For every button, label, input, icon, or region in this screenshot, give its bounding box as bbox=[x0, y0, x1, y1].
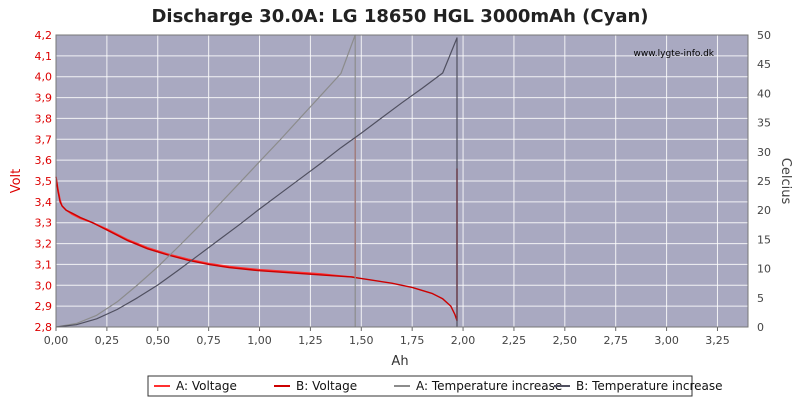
y-tick-label: 2,9 bbox=[35, 300, 53, 313]
x-tick-label: 2,50 bbox=[553, 334, 578, 347]
y2-tick-label: 10 bbox=[757, 263, 771, 276]
y-tick-label: 3,5 bbox=[35, 175, 53, 188]
x-tick-label: 1,25 bbox=[298, 334, 323, 347]
x-tick-label: 1,00 bbox=[247, 334, 272, 347]
series-line-b-voltage bbox=[55, 168, 458, 322]
y-tick-label: 3,4 bbox=[35, 196, 53, 209]
y-tick-label: 3,7 bbox=[35, 133, 53, 146]
y2-tick-label: 40 bbox=[757, 87, 771, 100]
y-axis-label: Volt bbox=[9, 169, 24, 194]
plot-area bbox=[55, 34, 748, 328]
x-tick-label: 2,75 bbox=[603, 334, 628, 347]
y2-tick-label: 30 bbox=[757, 146, 771, 159]
y2-tick-label: 45 bbox=[757, 58, 771, 71]
y2-tick-label: 0 bbox=[757, 321, 764, 334]
legend-item: B: Voltage bbox=[274, 379, 357, 393]
y2-tick-label: 50 bbox=[757, 29, 771, 42]
x-tick-label: 0,75 bbox=[196, 334, 221, 347]
legend-label: A: Temperature increase bbox=[416, 379, 562, 393]
y-tick-label: 3,2 bbox=[35, 238, 53, 251]
chart-title: Discharge 30.0A: LG 18650 HGL 3000mAh (C… bbox=[151, 6, 648, 27]
x-tick-label: 0,00 bbox=[44, 334, 69, 347]
x-tick-label: 2,00 bbox=[451, 334, 476, 347]
legend-item: A: Voltage bbox=[154, 379, 237, 393]
legend-label: B: Voltage bbox=[296, 379, 357, 393]
x-tick-label: 1,50 bbox=[349, 334, 374, 347]
y2-tick-label: 20 bbox=[757, 204, 771, 217]
y-tick-label: 3,8 bbox=[35, 112, 53, 125]
series-line-b-temperature-increase bbox=[55, 37, 458, 328]
x-tick-label: 0,50 bbox=[146, 334, 171, 347]
y-tick-label: 3,9 bbox=[35, 92, 53, 105]
y-tick-label: 4,0 bbox=[35, 71, 53, 84]
y-tick-label: 3,1 bbox=[35, 258, 53, 271]
x-tick-label: 0,25 bbox=[95, 334, 120, 347]
legend-item: A: Temperature increase bbox=[394, 379, 562, 393]
y-tick-label: 3,6 bbox=[35, 154, 53, 167]
legend-box bbox=[147, 375, 693, 397]
y-tick-label: 3,3 bbox=[35, 217, 53, 230]
x-tick-label: 3,00 bbox=[654, 334, 679, 347]
watermark: www.lygte-info.dk bbox=[634, 49, 715, 59]
x-axis-label: Ah bbox=[391, 354, 408, 369]
y2-tick-label: 15 bbox=[757, 233, 771, 246]
x-tick-label: 3,25 bbox=[705, 334, 730, 347]
y2-tick-label: 25 bbox=[757, 175, 771, 188]
x-tick-label: 1,75 bbox=[400, 334, 425, 347]
y-tick-label: 4,2 bbox=[35, 29, 53, 42]
y2-tick-label: 35 bbox=[757, 117, 771, 130]
legend-label: A: Voltage bbox=[176, 379, 237, 393]
legend-item: B: Temperature increase bbox=[554, 379, 723, 393]
y2-tick-label: 5 bbox=[757, 292, 764, 305]
axes: 0,00 0,25 0,50 0,75 1,00 1,25 1,50 1,75 2,00 2,25… bbox=[35, 29, 772, 347]
x-tick-label: 2,25 bbox=[502, 334, 527, 347]
y-tick-label: 3,0 bbox=[35, 279, 53, 292]
legend-label: B: Temperature increase bbox=[576, 379, 723, 393]
legend: A: Voltage B: Voltage A: Temperature incre… bbox=[147, 375, 723, 397]
plot-border bbox=[55, 34, 749, 328]
y-tick-label: 4,1 bbox=[35, 50, 53, 63]
y-tick-label: 2,8 bbox=[35, 321, 53, 334]
series-line-a-temperature-increase bbox=[55, 34, 356, 328]
y2-axis-label: Celcius bbox=[778, 158, 793, 205]
